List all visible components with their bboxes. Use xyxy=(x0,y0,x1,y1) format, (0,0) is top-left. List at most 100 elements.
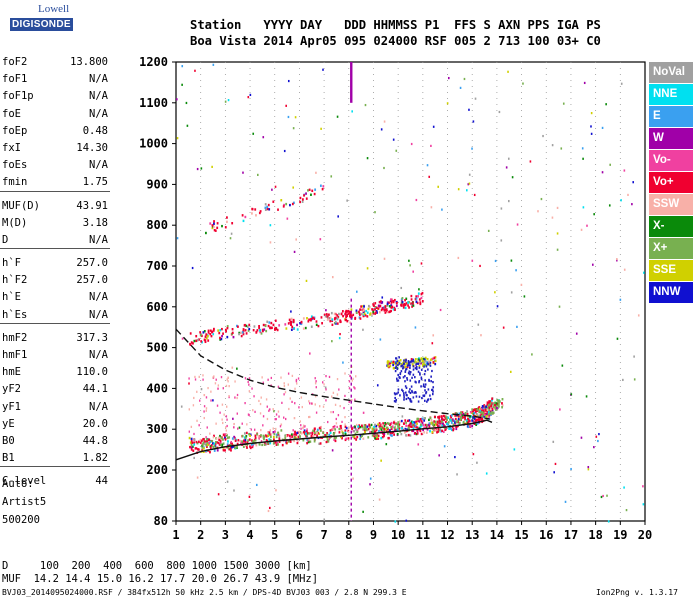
cluster-point xyxy=(425,365,428,368)
cluster-point xyxy=(414,380,417,383)
trace-point xyxy=(221,224,223,228)
echo-point xyxy=(609,163,611,166)
echo-point xyxy=(523,295,526,298)
auto-label: Auto: xyxy=(2,478,34,490)
cluster-point xyxy=(401,367,404,370)
trace-point xyxy=(269,441,272,445)
echo-point xyxy=(383,257,386,260)
param-label: hmF2 xyxy=(2,331,28,344)
trace-point xyxy=(242,328,245,331)
trace-point xyxy=(478,410,481,414)
echo-point xyxy=(602,494,604,498)
trace-point xyxy=(478,407,481,411)
trace-point xyxy=(475,412,478,416)
clutter-point xyxy=(275,413,278,416)
trace-point xyxy=(364,426,367,429)
clutter-point xyxy=(270,433,273,436)
trace-point xyxy=(319,184,322,187)
trace-point xyxy=(372,430,374,433)
clutter-point xyxy=(333,438,335,441)
echo-point xyxy=(459,86,462,89)
trace-point xyxy=(420,296,423,300)
cluster-point xyxy=(432,381,434,384)
trace-point xyxy=(209,445,212,448)
trace-point xyxy=(496,398,499,402)
trace-point xyxy=(371,314,373,317)
echo-point xyxy=(369,477,372,480)
echo-point xyxy=(515,269,517,272)
echo-point xyxy=(531,353,533,356)
trace-point xyxy=(361,305,364,308)
trace-point xyxy=(383,429,386,433)
echo-point xyxy=(362,411,365,414)
trace-point xyxy=(333,437,336,440)
trace-point xyxy=(339,424,342,428)
trace-point xyxy=(390,427,393,431)
trace-point xyxy=(299,200,302,204)
cluster-point xyxy=(430,375,432,378)
trace-point xyxy=(277,443,279,446)
param-label: fxI xyxy=(2,141,21,154)
clutter-point xyxy=(291,400,293,403)
trace-point xyxy=(396,432,399,436)
y-tick-label: 600 xyxy=(146,300,168,314)
trace-point xyxy=(412,304,415,307)
trace-point xyxy=(313,317,316,321)
x-tick-label: 13 xyxy=(465,528,479,542)
clutter-point xyxy=(298,406,300,409)
clutter-point xyxy=(280,376,282,379)
trace-point xyxy=(334,312,337,316)
trace-point xyxy=(287,440,290,443)
trace-point xyxy=(423,419,426,422)
echo-point xyxy=(381,296,384,299)
echo-point xyxy=(582,157,584,160)
trace-point xyxy=(458,421,461,425)
echo-point xyxy=(627,193,629,197)
trace-point xyxy=(345,437,348,440)
trace-point xyxy=(398,359,400,363)
clutter-point xyxy=(260,428,262,432)
trace-point xyxy=(366,315,369,318)
echo-point xyxy=(508,199,510,203)
echo-point xyxy=(366,157,369,160)
trace-point xyxy=(438,417,441,420)
trace-point xyxy=(302,317,305,320)
trace-point xyxy=(422,364,424,368)
trace-point xyxy=(411,302,414,305)
echo-point xyxy=(369,483,371,486)
echo-point xyxy=(305,279,308,282)
trace-point xyxy=(397,421,400,424)
trace-point xyxy=(301,200,304,203)
cluster-point xyxy=(412,396,415,399)
clutter-point xyxy=(344,415,346,419)
trace-point xyxy=(217,441,220,445)
trace-point xyxy=(433,420,436,423)
trace-point xyxy=(434,423,437,426)
trace-point xyxy=(384,428,387,431)
clutter-point xyxy=(300,424,302,427)
trace-point xyxy=(397,362,400,365)
trace-point xyxy=(419,425,422,429)
clutter-point xyxy=(215,378,217,381)
echo-point xyxy=(232,426,235,429)
trace-point xyxy=(212,329,215,332)
trace-point xyxy=(240,334,243,338)
trace-point xyxy=(255,444,258,447)
echo-point xyxy=(558,305,561,308)
x-tick-label: 4 xyxy=(246,528,253,542)
echo-point xyxy=(247,96,250,99)
trace-point xyxy=(202,331,205,334)
trace-point xyxy=(417,292,420,295)
cluster-point xyxy=(420,385,422,388)
trace-point xyxy=(207,443,209,447)
trace-point xyxy=(276,328,279,332)
trace-point xyxy=(327,317,330,320)
trace-point xyxy=(204,335,207,338)
clutter-point xyxy=(254,410,256,413)
clutter-point xyxy=(236,393,239,397)
echo-point xyxy=(248,495,251,498)
trace-point xyxy=(406,428,409,431)
trace-point xyxy=(198,338,200,341)
param-label: h`E xyxy=(2,291,21,304)
trace-point xyxy=(407,433,410,437)
